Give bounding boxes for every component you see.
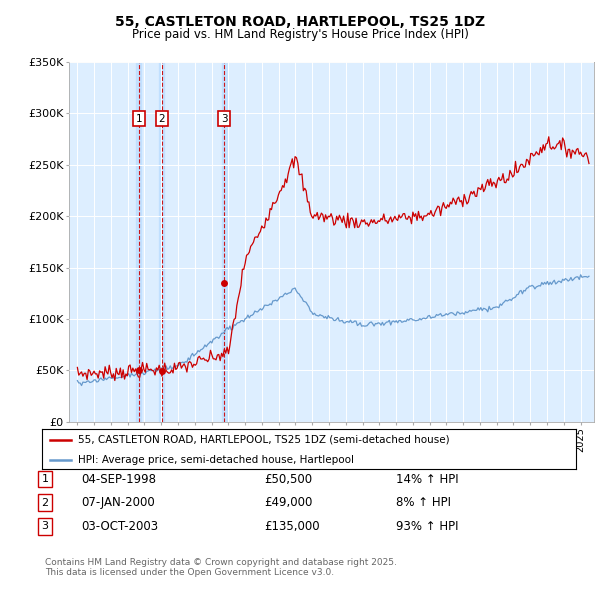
Bar (159, 62, 164, 422)
Text: Price paid vs. HM Land Registry's House Price Index (HPI): Price paid vs. HM Land Registry's House … (131, 28, 469, 41)
Text: 93% ↑ HPI: 93% ↑ HPI (396, 520, 458, 533)
Text: 14% ↑ HPI: 14% ↑ HPI (396, 473, 458, 486)
Text: 8% ↑ HPI: 8% ↑ HPI (396, 496, 451, 509)
Text: 1: 1 (136, 113, 142, 123)
Text: £49,000: £49,000 (264, 496, 313, 509)
Text: HPI: Average price, semi-detached house, Hartlepool: HPI: Average price, semi-detached house,… (79, 455, 355, 465)
Text: 03-OCT-2003: 03-OCT-2003 (81, 520, 158, 533)
Text: 3: 3 (221, 113, 227, 123)
Text: 1: 1 (41, 474, 49, 484)
Text: 07-JAN-2000: 07-JAN-2000 (81, 496, 155, 509)
Text: 2: 2 (158, 113, 165, 123)
Text: Contains HM Land Registry data © Crown copyright and database right 2025.
This d: Contains HM Land Registry data © Crown c… (45, 558, 397, 577)
Bar (136, 62, 142, 422)
Text: £135,000: £135,000 (264, 520, 320, 533)
Text: 04-SEP-1998: 04-SEP-1998 (81, 473, 156, 486)
Bar (221, 62, 227, 422)
Text: 55, CASTLETON ROAD, HARTLEPOOL, TS25 1DZ (semi-detached house): 55, CASTLETON ROAD, HARTLEPOOL, TS25 1DZ… (79, 435, 450, 445)
Text: 2: 2 (41, 498, 49, 507)
Text: £50,500: £50,500 (264, 473, 312, 486)
Text: 3: 3 (41, 522, 49, 531)
Text: 55, CASTLETON ROAD, HARTLEPOOL, TS25 1DZ: 55, CASTLETON ROAD, HARTLEPOOL, TS25 1DZ (115, 15, 485, 29)
